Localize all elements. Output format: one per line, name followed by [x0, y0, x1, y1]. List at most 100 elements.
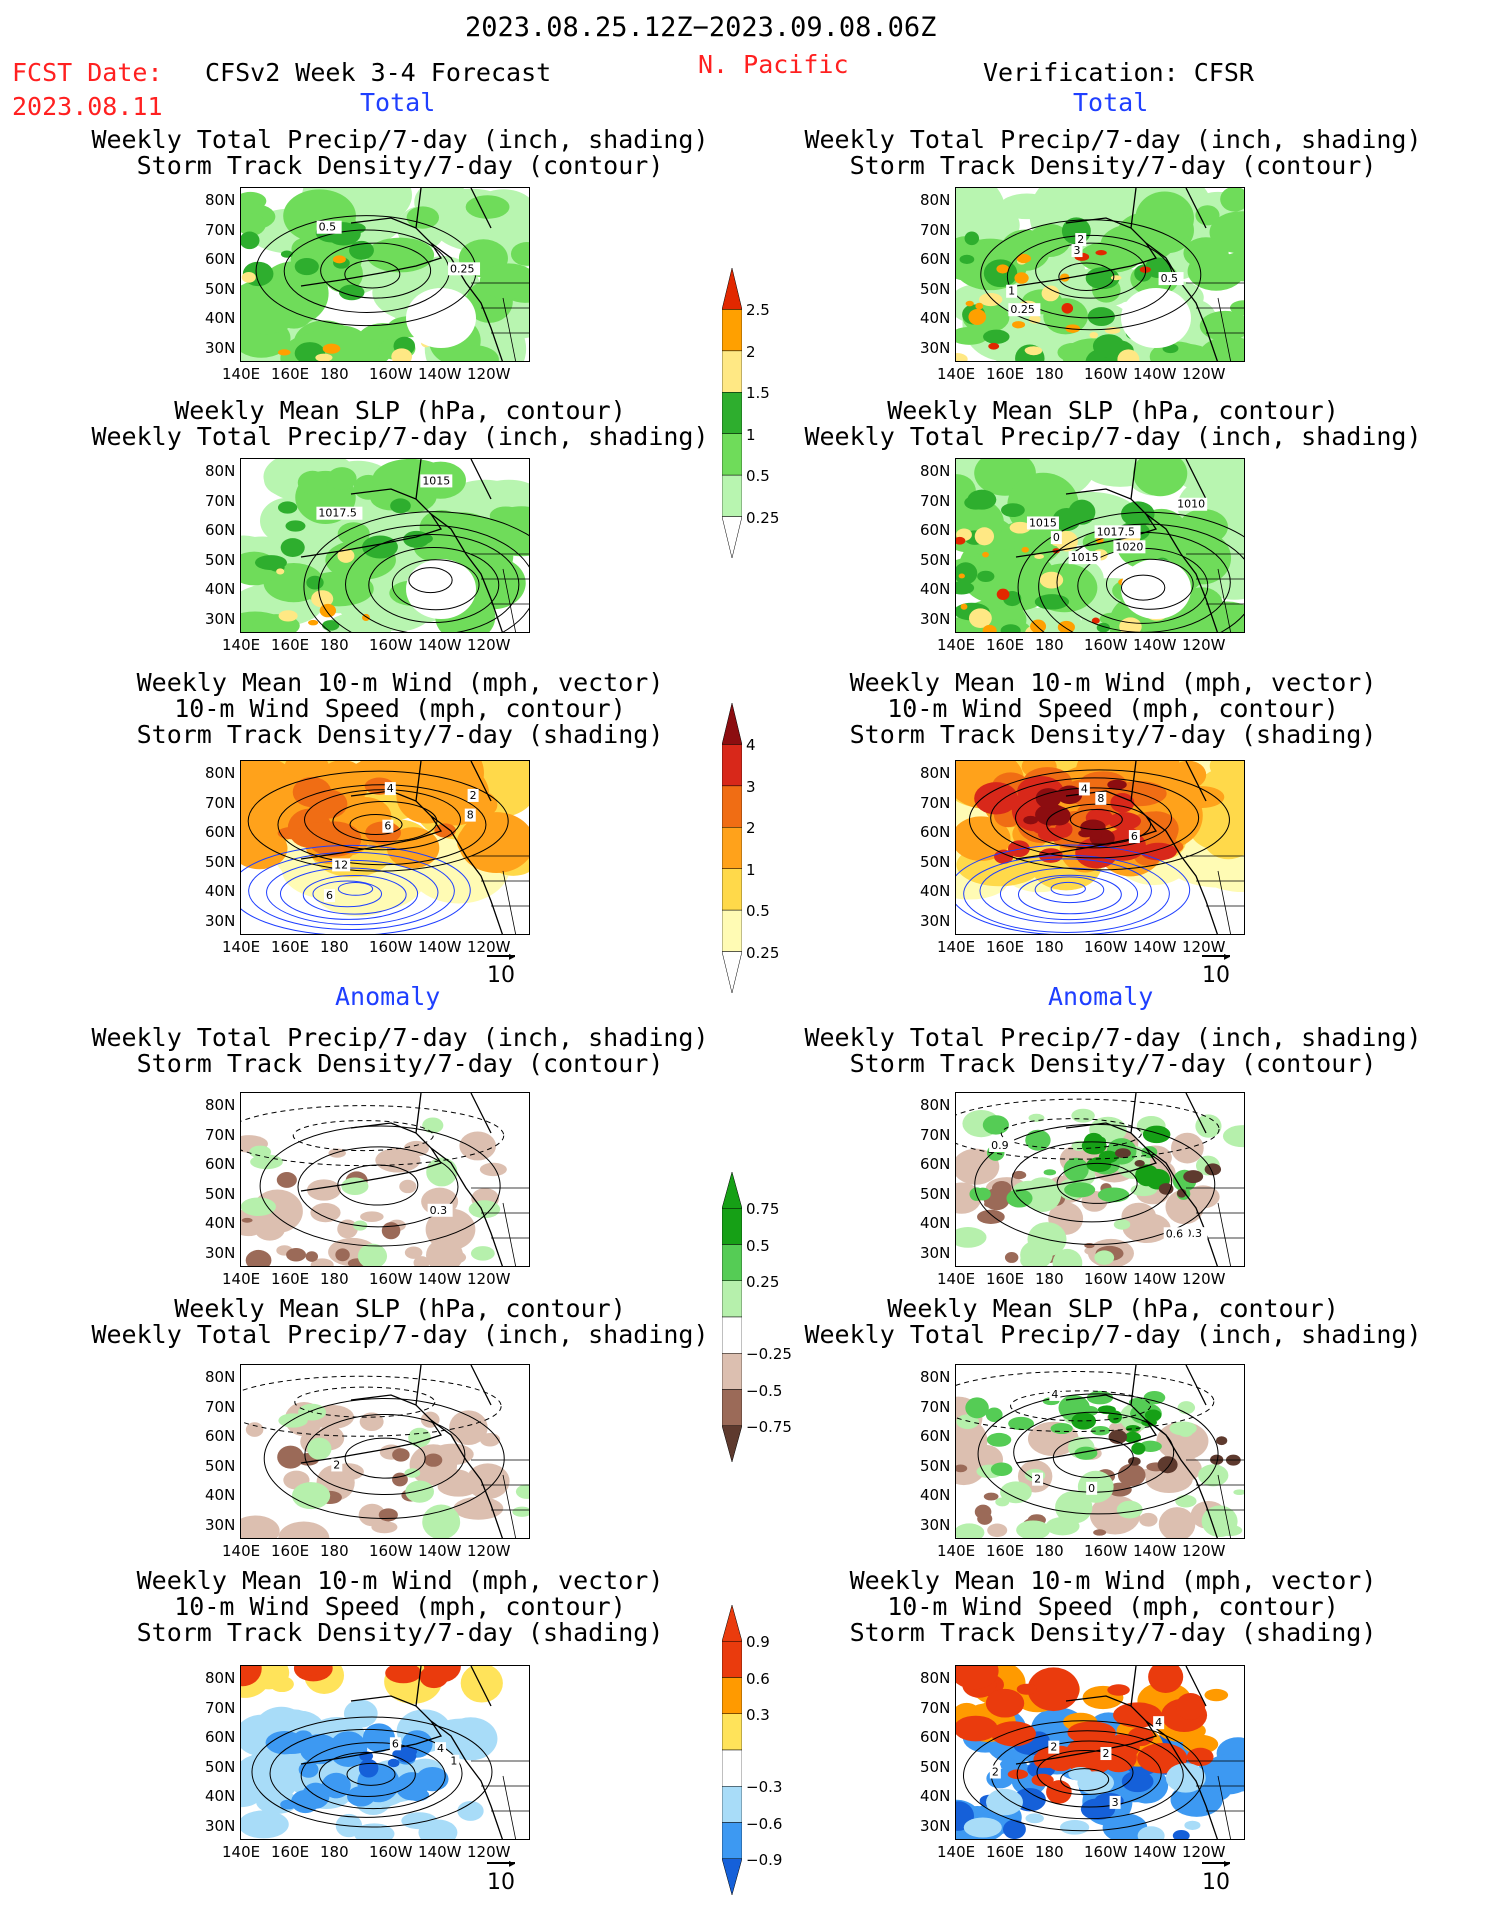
- anomaly-shade: [1071, 1108, 1095, 1123]
- contour-label: 1015: [1029, 516, 1057, 529]
- anomaly-shade: [1107, 1482, 1132, 1497]
- anomaly-shade: [1175, 1494, 1197, 1508]
- colorbar-storm-anom: [722, 1605, 742, 1895]
- storm-contour: [349, 814, 403, 836]
- anomaly-shade: [1000, 1481, 1032, 1504]
- dry-area: [406, 559, 476, 619]
- model-title: CFSv2 Week 3-4 Forecast: [205, 58, 552, 87]
- colorbar-tick-label: −0.9: [746, 1850, 783, 1869]
- contour-label: 6: [392, 1737, 399, 1750]
- vector-ref-arrowhead: ▸: [509, 1856, 516, 1870]
- precip-shade: [1000, 229, 1051, 271]
- anomaly-shade: [250, 1154, 283, 1170]
- contour-label: 0.5: [1161, 272, 1179, 285]
- precip-shade: [996, 588, 1010, 601]
- precip-shade: [280, 538, 305, 558]
- storm-shade: [301, 822, 338, 842]
- vector-ref-arrowhead: ▸: [509, 949, 516, 963]
- lat-label: 60N: [205, 1155, 236, 1173]
- contour-label-bg: [1050, 531, 1062, 545]
- storm-shade: [974, 782, 1019, 815]
- storm-shade: [277, 827, 304, 840]
- anomaly-shade: [378, 1508, 398, 1522]
- lat-label: 30N: [205, 1816, 236, 1835]
- contour-label-bg: [323, 889, 335, 903]
- anomaly-shade: [1093, 1529, 1107, 1536]
- colorbar-box: [722, 744, 742, 787]
- coastline: [300, 1666, 504, 1839]
- wind-anomaly-contour: [251, 1716, 493, 1828]
- anomaly-contour-negative: [956, 1098, 1220, 1160]
- wind-anomaly-contour: [1060, 1768, 1110, 1792]
- storm-anomaly-shade: [1068, 1767, 1093, 1781]
- anomaly-shade: [1116, 1500, 1143, 1519]
- anomaly-shade: [1016, 1520, 1051, 1538]
- lat-label: 30N: [920, 1515, 951, 1534]
- vector-ref-arrowhead: ▸: [1224, 1856, 1231, 1870]
- coastline: [1015, 459, 1219, 632]
- colorbar-tick-label: 1.5: [746, 384, 770, 403]
- contour-label: 0: [1053, 531, 1060, 544]
- coastline: [300, 1093, 504, 1266]
- anomaly-contour-negative: [1010, 1390, 1152, 1422]
- anomaly-shade: [479, 1432, 501, 1447]
- anomaly-shade: [977, 1209, 1005, 1224]
- lon-label: 160E: [986, 1270, 1025, 1288]
- lon-label: 140E: [937, 1542, 976, 1560]
- contour-label-bg: [1109, 1795, 1121, 1809]
- wind-anomaly-contour: [300, 1742, 446, 1810]
- precip-shade: [1016, 253, 1031, 264]
- title-r3-fcst: Weekly Mean 10-m Wind (mph, vector) 10-m…: [136, 668, 664, 749]
- precip-shade: [241, 279, 303, 335]
- storm-anomaly-shade: [1067, 1721, 1116, 1745]
- contour-label-bg: [1008, 303, 1041, 317]
- anomaly-shade: [974, 1504, 992, 1520]
- precip-shade: [1012, 321, 1026, 329]
- lon-label: 160W: [369, 1843, 413, 1861]
- lon-label: 120W: [467, 365, 511, 383]
- anomaly-contour-negative: [241, 1105, 505, 1167]
- lon-label: 160W: [369, 365, 413, 383]
- lon-label: 180: [320, 938, 349, 956]
- anomaly-shade: [990, 1462, 1013, 1477]
- colorbar-bottom-triangle: [722, 516, 742, 558]
- anomaly-shade: [277, 1445, 304, 1469]
- storm-anomaly-shade: [397, 1749, 417, 1763]
- lat-label: 40N: [205, 580, 236, 598]
- precip-shade: [1183, 237, 1229, 269]
- anomaly-contour: [297, 1146, 459, 1228]
- anomaly-contour: [1056, 1162, 1138, 1204]
- colorbar-box: [722, 827, 742, 869]
- vector-ref-r6-obs: ▸ 10: [1202, 1857, 1230, 1895]
- map-panel-r4-fcst: 0.3: [240, 1092, 530, 1267]
- contour-label-bg: [1006, 284, 1018, 298]
- lat-label: 80N: [205, 764, 236, 782]
- title-r2-obs: Weekly Mean SLP (hPa, contour) Weekly To…: [804, 396, 1422, 451]
- fcst-date-label: FCST Date:: [12, 58, 163, 87]
- storm-contour: [344, 260, 401, 289]
- lon-label: 180: [1035, 365, 1064, 383]
- precip-shade: [436, 515, 490, 546]
- state-borders: [471, 282, 529, 361]
- contour-label: 0.25: [450, 262, 475, 275]
- anomaly-shade: [1050, 1423, 1073, 1435]
- anomaly-shade: [335, 1248, 350, 1262]
- lon-label: 160E: [986, 1542, 1025, 1560]
- anomaly-shade: [276, 1172, 297, 1188]
- state-borders: [1186, 855, 1244, 934]
- lon-label: 140W: [418, 1542, 462, 1560]
- precip-shade: [278, 349, 291, 356]
- anomaly-shade: [375, 1147, 421, 1173]
- state-borders: [1186, 1760, 1244, 1839]
- slp-contour: [391, 559, 480, 611]
- lon-label: 160W: [369, 1542, 413, 1560]
- anomaly-shade: [965, 1397, 989, 1419]
- storm-anomaly-shade: [241, 1666, 262, 1687]
- anomaly-shade: [1043, 1169, 1057, 1176]
- colorbar-top-triangle: [722, 1172, 742, 1209]
- coastline: [1015, 188, 1219, 361]
- storm-shade: [292, 776, 332, 808]
- precip-shade: [996, 264, 1010, 274]
- contour-label: 2: [1077, 233, 1084, 246]
- colorbar-box: [722, 392, 742, 434]
